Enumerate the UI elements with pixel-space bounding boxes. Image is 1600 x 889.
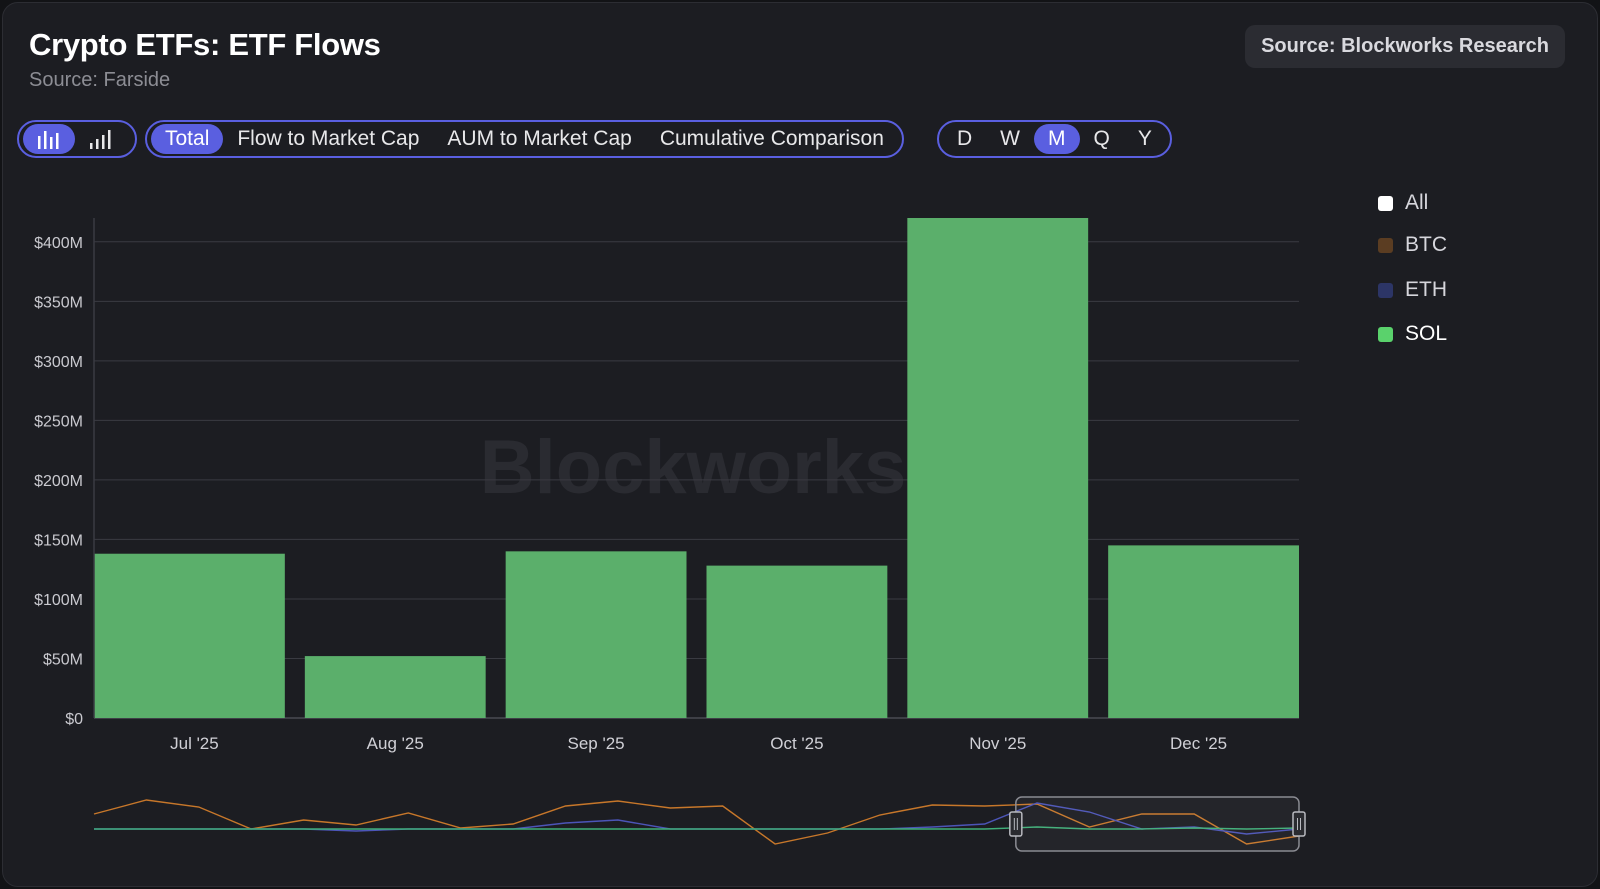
bar[interactable] [907, 218, 1089, 718]
period-m[interactable]: M [1034, 124, 1080, 154]
y-tick-label: $100M [34, 592, 83, 609]
period-q[interactable]: Q [1093, 127, 1110, 150]
legend-swatch-btc [1378, 237, 1393, 253]
navigator-line-btc [93, 799, 1300, 845]
period-tabs: D W M Q Y [937, 120, 1172, 158]
chart-type-toggle [17, 120, 137, 158]
x-tick-label: Oct '25 [770, 734, 823, 753]
y-tick-label: $250M [34, 413, 83, 430]
bar-chart-icon[interactable] [23, 124, 75, 154]
x-tick-label: Jul '25 [170, 734, 219, 753]
navigator-handle-left[interactable] [1009, 811, 1023, 837]
period-w[interactable]: W [1000, 127, 1020, 150]
legend-label-btc: BTC [1405, 233, 1447, 256]
watermark: Blockworks [480, 425, 907, 510]
y-tick-label: $300M [34, 354, 83, 371]
x-axis: Jul '25 Aug '25 Sep '25 Oct '25 Nov '25 Dec '… [170, 734, 1227, 753]
y-tick-label: $350M [34, 294, 83, 311]
navigator-handle-right[interactable] [1292, 811, 1306, 837]
legend-item-btc[interactable]: BTC [1378, 233, 1447, 257]
x-tick-label: Sep '25 [568, 734, 625, 753]
bar[interactable] [304, 656, 486, 718]
y-tick-label: $50M [43, 651, 83, 668]
bar[interactable] [1108, 545, 1299, 718]
navigator-line-sol [94, 826, 1300, 830]
chart-title: Crypto ETFs: ETF Flows [29, 27, 381, 62]
navigator-selection[interactable] [1015, 796, 1300, 852]
tab-total[interactable]: Total [151, 124, 224, 154]
period-d[interactable]: D [957, 127, 973, 150]
legend-swatch-eth [1378, 282, 1393, 298]
legend-item-eth[interactable]: ETH [1378, 278, 1447, 302]
source-badge: Source: Blockworks Research [1245, 25, 1565, 68]
y-tick-label: $400M [34, 235, 83, 252]
tab-cumulative-comparison[interactable]: Cumulative Comparison [659, 127, 884, 150]
grid-lines [94, 241, 1299, 719]
y-axis: $0 $50M $100M $150M $200M $250M $300M $350M $400… [34, 235, 83, 728]
tab-aum-to-market-cap[interactable]: AUM to Market Cap [447, 127, 632, 150]
legend-item-sol[interactable]: SOL [1378, 322, 1447, 346]
chart-subtitle: Source: Farside [29, 69, 171, 91]
bars [94, 218, 1299, 718]
legend-label-eth: ETH [1405, 278, 1447, 301]
navigator[interactable] [93, 796, 1306, 852]
legend-swatch-sol [1378, 326, 1393, 342]
bar[interactable] [505, 551, 687, 718]
x-tick-label: Dec '25 [1170, 734, 1227, 753]
legend-swatch-all [1378, 195, 1393, 211]
signal-bars-icon[interactable] [75, 124, 127, 154]
tab-flow-to-market-cap[interactable]: Flow to Market Cap [237, 127, 420, 150]
y-tick-label: $200M [34, 473, 83, 490]
legend-label-sol: SOL [1405, 322, 1448, 345]
legend-item-all[interactable]: All [1378, 191, 1428, 215]
y-tick-label: $150M [34, 532, 83, 549]
period-y[interactable]: Y [1137, 127, 1152, 150]
bar-chart: Blockworks $0 $50M $100M $150M $200M $250M $30… [34, 218, 1306, 852]
bar[interactable] [94, 553, 285, 718]
y-tick-label: $0 [65, 711, 83, 728]
x-tick-label: Nov '25 [969, 734, 1026, 753]
view-tabs: Total Flow to Market Cap AUM to Market C… [145, 120, 904, 158]
x-tick-label: Aug '25 [367, 734, 424, 753]
legend-label-all: All [1405, 191, 1429, 214]
bar[interactable] [706, 565, 888, 718]
